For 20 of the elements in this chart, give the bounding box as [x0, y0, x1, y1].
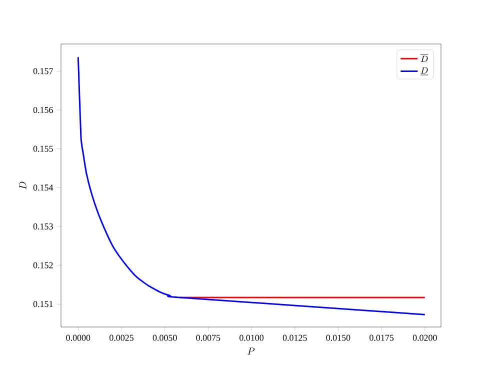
legend-label: $\underline{D}$ [420, 67, 428, 75]
y-tick-label: 0.155 [33, 146, 53, 152]
x-tick-label: 0.0075 [196, 334, 220, 341]
y-tick-label: 0.152 [33, 262, 53, 268]
x-tick-label: 0.0125 [282, 334, 307, 341]
x-tick-label: 0.0175 [370, 334, 394, 341]
legend-label: $\overline{D}$ [420, 54, 428, 62]
x-tick-label: 0.0200 [412, 334, 437, 341]
x-tick-label: 0.0150 [326, 334, 350, 341]
x-tick-label: 0.0025 [110, 334, 134, 341]
y-tick-label: 0.151 [33, 301, 53, 308]
y-tick-label: 0.157 [33, 68, 53, 74]
x-axis-title: $P$ [248, 348, 255, 355]
x-tick-label: 0.0050 [152, 334, 177, 341]
y-tick-label: 0.154 [33, 184, 54, 191]
x-tick-label: 0.0100 [240, 334, 264, 341]
y-axis-title: $D$ [19, 182, 26, 190]
y-tick-label: 0.153 [33, 223, 53, 230]
x-tick-label: 0.0000 [66, 334, 90, 341]
y-tick-label: 0.156 [33, 106, 53, 114]
